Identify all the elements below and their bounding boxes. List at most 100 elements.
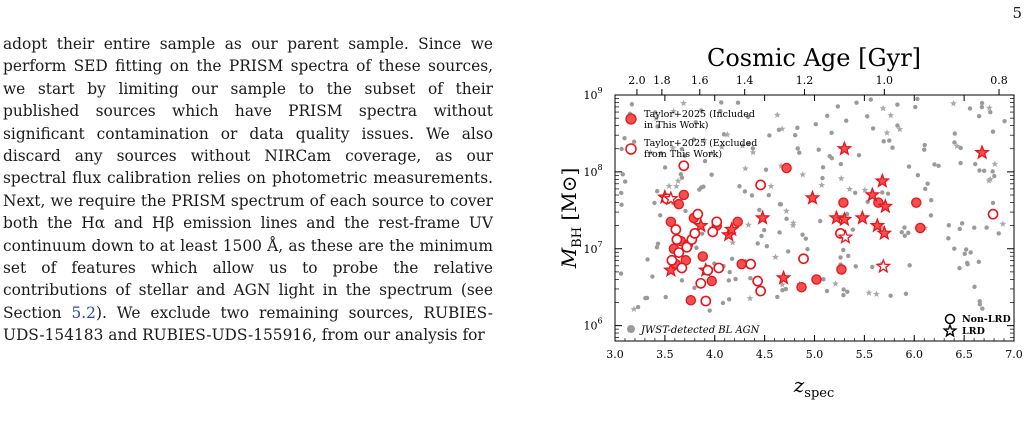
top-tick-label: 1.8 xyxy=(653,74,671,87)
bl-agn-point xyxy=(928,213,934,218)
bl-agn-point xyxy=(692,285,697,291)
bl-agn-point xyxy=(767,133,772,138)
bl-agn-lrd-point xyxy=(873,290,880,297)
bl-agn-point xyxy=(902,233,907,239)
bl-agn-point xyxy=(678,172,684,177)
bl-agn-point xyxy=(816,147,821,152)
included-lrd-point xyxy=(804,189,821,205)
excluded-non-lrd-point xyxy=(692,208,704,220)
excluded-non-lrd-point xyxy=(671,234,683,245)
bl-agn-point xyxy=(957,265,962,271)
bl-agn-point xyxy=(972,284,977,290)
bl-agn-point xyxy=(925,181,930,186)
excluded-non-lrd-point xyxy=(755,179,767,191)
bl-agn-lrd-point xyxy=(837,174,845,182)
bl-agn-lrd-point xyxy=(652,114,660,122)
included-lrd-point xyxy=(854,209,871,225)
bl-agn-lrd-point xyxy=(789,221,797,229)
legend-excluded-label-line1: Taylor+2025 (Excluded xyxy=(644,138,757,149)
bl-agn-point xyxy=(906,164,912,169)
bl-agn-point xyxy=(952,131,958,136)
bl-agn-point xyxy=(631,139,637,144)
bl-agn-point xyxy=(885,191,891,196)
bl-agn-point xyxy=(733,276,738,282)
bl-agn-point xyxy=(735,100,741,105)
excluded-non-lrd-point xyxy=(681,241,693,253)
bl-agn-point xyxy=(645,257,650,262)
bl-agn-lrd-point xyxy=(879,104,887,112)
excluded-non-lrd-point xyxy=(755,285,767,297)
bl-agn-lrd-point xyxy=(647,148,654,156)
x-tick-label: 4.5 xyxy=(756,348,774,361)
included-lrd-point xyxy=(874,172,891,188)
bl-agn-point xyxy=(750,146,756,151)
bl-agn-point xyxy=(881,139,886,144)
bl-agn-point xyxy=(619,190,624,196)
included-lrd-point xyxy=(869,217,886,233)
included-non-lrd-point xyxy=(796,281,807,293)
bl-agn-point xyxy=(693,120,698,125)
bl-agn-point xyxy=(988,110,993,115)
bl-agn-point xyxy=(929,198,934,203)
top-tick-label: 1.6 xyxy=(691,74,709,87)
bl-agn-point xyxy=(795,125,800,131)
bl-agn-point xyxy=(764,243,770,249)
bl-agn-point xyxy=(903,291,909,297)
bl-agn-point xyxy=(829,155,835,161)
bl-agn-point xyxy=(824,288,830,294)
bl-agn-point xyxy=(952,140,957,145)
bl-agn-point xyxy=(707,308,712,313)
bl-agn-point xyxy=(841,292,846,298)
bl-agn-lrd-point xyxy=(846,185,854,193)
bl-agn-point xyxy=(813,121,819,127)
bl-agn-point xyxy=(679,146,685,152)
bl-agn-lrd-point xyxy=(985,177,993,184)
body-text-column: adopt their entire sample as our parent … xyxy=(3,33,493,347)
bl-agn-point xyxy=(895,102,900,107)
bl-agn-point xyxy=(682,153,688,158)
bl-agn-point xyxy=(658,213,663,218)
included-non-lrd-point xyxy=(838,197,849,208)
excluded-non-lrd-point xyxy=(700,295,712,307)
bl-agn-point xyxy=(870,126,876,131)
bl-agn-point xyxy=(957,226,962,232)
bl-agn-point xyxy=(977,168,982,173)
bl-agn-lrd-point xyxy=(673,182,680,190)
bl-agn-lrd-point xyxy=(896,125,904,133)
body-text-end: ). We exclude two remaining sources, RUB… xyxy=(3,303,493,345)
bl-agn-lrd-point xyxy=(999,220,1007,227)
bl-agn-lrd-point xyxy=(777,162,785,169)
included-non-lrd-point xyxy=(914,222,926,234)
bl-agn-point xyxy=(679,278,685,283)
x-tick-label: 3.0 xyxy=(606,348,624,361)
bl-agn-point xyxy=(683,208,688,214)
background-sources-layer xyxy=(618,96,1007,313)
bl-agn-point xyxy=(821,277,826,282)
legend-lower-left: JWST-detected BL AGN xyxy=(627,325,761,336)
included-non-lrd-point xyxy=(665,216,677,228)
bl-agn-lrd-point xyxy=(883,129,891,136)
bl-agn-point xyxy=(737,184,742,189)
bl-agn-point xyxy=(959,221,965,226)
y-tick-label: 109 xyxy=(583,86,602,102)
top-tick-label: 1.0 xyxy=(876,74,894,87)
bl-agn-point xyxy=(890,145,895,150)
bl-agn-lrd-point xyxy=(665,182,673,189)
bl-agn-lrd-point xyxy=(778,125,786,132)
bl-agn-point xyxy=(655,124,660,129)
included-lrd-point xyxy=(754,209,771,225)
section-reference-link[interactable]: 5.2 xyxy=(71,303,96,322)
bl-agn-point xyxy=(976,259,982,265)
bl-agn-point xyxy=(654,245,660,250)
legend-excluded-label-line2: from This Work) xyxy=(644,149,722,160)
bl-agn-point xyxy=(922,147,927,152)
excluded-non-lrd-point xyxy=(702,264,714,276)
bl-agn-lrd-point xyxy=(767,182,775,190)
body-paragraph: adopt their entire sample as our parent … xyxy=(3,33,493,347)
bl-agn-lrd-point xyxy=(832,280,839,287)
bl-agn-point xyxy=(992,173,997,179)
bl-agn-point xyxy=(852,190,858,195)
bl-agn-point xyxy=(742,189,748,194)
bl-agn-point xyxy=(913,104,918,110)
bl-agn-point xyxy=(981,168,987,174)
